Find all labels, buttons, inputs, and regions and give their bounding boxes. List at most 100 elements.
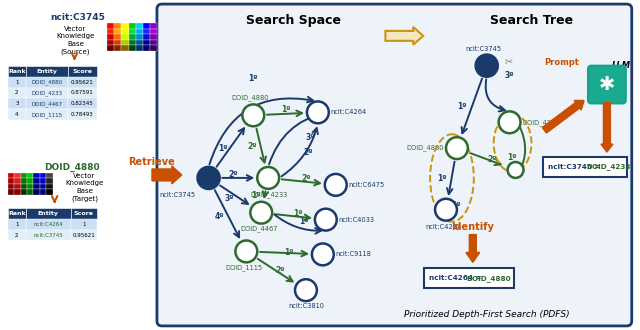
Text: 1º: 1º — [457, 102, 467, 112]
Bar — [33, 189, 40, 195]
Text: Rank: Rank — [8, 211, 26, 216]
Circle shape — [257, 167, 279, 189]
Bar — [108, 23, 115, 28]
Text: Score: Score — [72, 69, 92, 74]
Bar — [115, 34, 122, 40]
Bar — [40, 173, 46, 179]
FancyBboxPatch shape — [424, 268, 513, 288]
Bar — [46, 173, 52, 179]
Bar — [26, 66, 68, 77]
Text: Search Tree: Search Tree — [490, 14, 573, 27]
Bar — [129, 34, 136, 40]
Bar — [115, 28, 122, 34]
Text: 0.95621: 0.95621 — [71, 80, 94, 84]
Bar — [136, 23, 143, 28]
Text: Prioritized Depth-First Search (PDFS): Prioritized Depth-First Search (PDFS) — [404, 310, 570, 319]
Text: DOID_4233: DOID_4233 — [31, 90, 62, 96]
Bar — [40, 189, 46, 195]
Text: ncit:C3745 =: ncit:C3745 = — [548, 164, 604, 170]
Text: 1º: 1º — [299, 216, 308, 226]
Text: 1: 1 — [15, 80, 19, 84]
Text: 1º: 1º — [451, 201, 460, 210]
Text: DOID_4467: DOID_4467 — [31, 101, 62, 107]
Bar — [46, 179, 52, 184]
FancyArrow shape — [152, 166, 182, 184]
Text: Retrieve: Retrieve — [129, 157, 175, 167]
Bar — [8, 230, 26, 241]
Text: 3: 3 — [15, 101, 19, 106]
Bar — [26, 219, 70, 230]
Text: 2º: 2º — [247, 142, 257, 151]
Bar — [129, 23, 136, 28]
Circle shape — [295, 279, 317, 301]
Bar — [27, 189, 33, 195]
Text: DOID_1115: DOID_1115 — [31, 112, 62, 118]
Text: 3º: 3º — [306, 133, 316, 142]
Bar — [8, 179, 14, 184]
Bar — [68, 77, 97, 87]
Text: 2º: 2º — [303, 148, 312, 157]
Text: DOID_4233: DOID_4233 — [522, 119, 560, 126]
Bar — [8, 208, 26, 219]
Bar — [14, 179, 20, 184]
Bar — [129, 40, 136, 45]
Bar — [70, 230, 97, 241]
Bar — [20, 184, 27, 189]
Bar — [122, 40, 129, 45]
Text: 4: 4 — [15, 112, 19, 117]
Bar — [68, 109, 97, 120]
Bar — [122, 28, 129, 34]
Bar — [8, 66, 26, 77]
Bar — [46, 189, 52, 195]
Text: DOID_4880: DOID_4880 — [44, 163, 99, 172]
Bar — [122, 23, 129, 28]
Bar — [8, 98, 26, 109]
Text: 1º: 1º — [436, 175, 446, 183]
Text: 1º: 1º — [248, 74, 258, 82]
FancyArrow shape — [466, 235, 480, 262]
Circle shape — [236, 241, 257, 262]
Text: ncit:C3745: ncit:C3745 — [159, 192, 196, 198]
Bar — [108, 34, 115, 40]
Bar — [68, 87, 97, 98]
Bar — [143, 34, 150, 40]
Text: Entity: Entity — [38, 211, 59, 216]
FancyArrow shape — [601, 102, 613, 152]
Circle shape — [499, 111, 520, 133]
Text: Vector
Knowledge
Base
(Target): Vector Knowledge Base (Target) — [65, 173, 104, 202]
Text: 2: 2 — [15, 90, 19, 95]
Text: 1º: 1º — [281, 105, 291, 115]
Bar — [115, 40, 122, 45]
Bar — [27, 173, 33, 179]
FancyArrow shape — [542, 100, 584, 133]
Bar — [70, 208, 97, 219]
Bar — [20, 189, 27, 195]
Bar — [129, 28, 136, 34]
Text: ncit:C4264 =: ncit:C4264 = — [429, 275, 484, 281]
Bar — [150, 28, 157, 34]
Text: Prompt: Prompt — [544, 58, 579, 67]
Bar — [26, 208, 70, 219]
Circle shape — [435, 199, 457, 221]
Bar — [143, 28, 150, 34]
FancyArrow shape — [385, 27, 423, 45]
Bar — [8, 173, 14, 179]
Text: Rank: Rank — [8, 69, 26, 74]
Text: ncit:C3745: ncit:C3745 — [33, 233, 63, 238]
Text: LLM: LLM — [612, 61, 631, 70]
Text: DOID_4880: DOID_4880 — [31, 79, 62, 85]
Text: ✱: ✱ — [599, 75, 615, 94]
Text: 3º: 3º — [224, 194, 234, 203]
Bar — [136, 34, 143, 40]
Bar — [26, 77, 68, 87]
Bar — [143, 45, 150, 51]
Text: DOID_4880: DOID_4880 — [467, 275, 511, 282]
Bar — [26, 87, 68, 98]
Circle shape — [312, 244, 333, 265]
Bar — [27, 184, 33, 189]
Text: ncit:C9118: ncit:C9118 — [336, 251, 372, 257]
Bar — [122, 34, 129, 40]
Text: DOID_4233: DOID_4233 — [251, 191, 288, 198]
Bar — [8, 219, 26, 230]
Text: Search Space: Search Space — [246, 14, 340, 27]
